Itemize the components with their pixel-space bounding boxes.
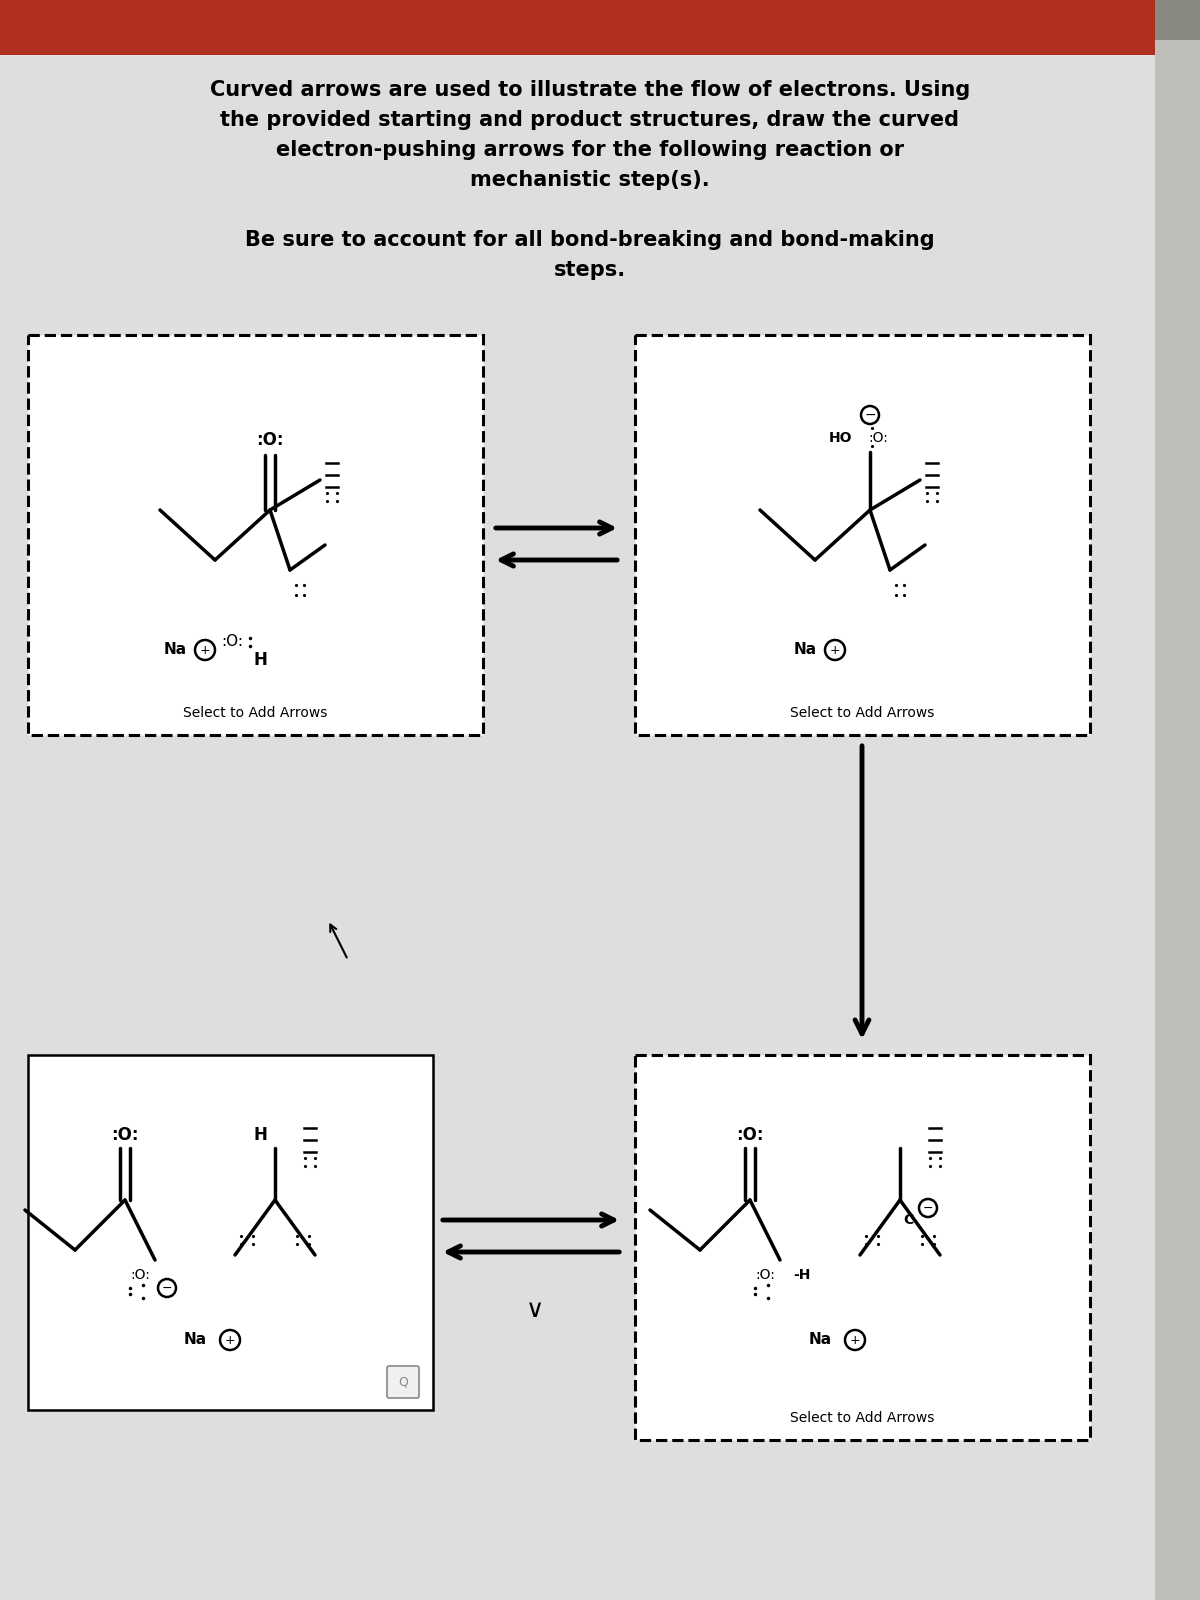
Text: +: + — [224, 1333, 235, 1347]
Bar — [635, 1054, 1090, 1440]
Text: H: H — [253, 651, 266, 669]
Text: Na: Na — [163, 643, 186, 658]
Text: C: C — [902, 1213, 913, 1227]
Text: −: − — [162, 1282, 173, 1294]
Text: Select to Add Arrows: Select to Add Arrows — [182, 706, 328, 720]
Text: :O:: :O: — [257, 430, 283, 450]
Text: +: + — [829, 643, 840, 656]
Bar — [0, 0, 1200, 54]
FancyBboxPatch shape — [386, 1366, 419, 1398]
Text: :O:: :O: — [868, 430, 888, 445]
Text: steps.: steps. — [554, 259, 626, 280]
Text: mechanistic step(s).: mechanistic step(s). — [470, 170, 710, 190]
Text: −: − — [923, 1202, 934, 1214]
Text: :O:: :O: — [112, 1126, 139, 1144]
Text: Q: Q — [398, 1376, 408, 1389]
Text: :O:: :O: — [737, 1126, 763, 1144]
Text: the provided starting and product structures, draw the curved: the provided starting and product struct… — [221, 110, 960, 130]
Text: Select to Add Arrows: Select to Add Arrows — [790, 1411, 934, 1426]
Bar — [1154, 0, 1200, 1600]
Bar — [28, 1054, 433, 1410]
Text: H: H — [253, 1126, 266, 1144]
Text: −: − — [864, 408, 876, 422]
Text: Be sure to account for all bond-breaking and bond-making: Be sure to account for all bond-breaking… — [245, 230, 935, 250]
Text: Curved arrows are used to illustrate the flow of electrons. Using: Curved arrows are used to illustrate the… — [210, 80, 970, 99]
Text: +: + — [850, 1333, 860, 1347]
Text: Na: Na — [793, 643, 816, 658]
Text: :O:: :O: — [221, 635, 242, 650]
Text: +: + — [199, 643, 210, 656]
Text: ∨: ∨ — [526, 1298, 544, 1322]
Text: Na: Na — [809, 1333, 832, 1347]
Text: Na: Na — [184, 1333, 206, 1347]
Text: -H: -H — [793, 1267, 811, 1282]
Text: :O:: :O: — [755, 1267, 775, 1282]
Bar — [28, 334, 482, 734]
Text: electron-pushing arrows for the following reaction or: electron-pushing arrows for the followin… — [276, 141, 904, 160]
Text: Select to Add Arrows: Select to Add Arrows — [790, 706, 934, 720]
Text: HO: HO — [828, 430, 852, 445]
Text: :O:: :O: — [130, 1267, 150, 1282]
Bar — [635, 334, 1090, 734]
Bar — [1154, 0, 1200, 40]
